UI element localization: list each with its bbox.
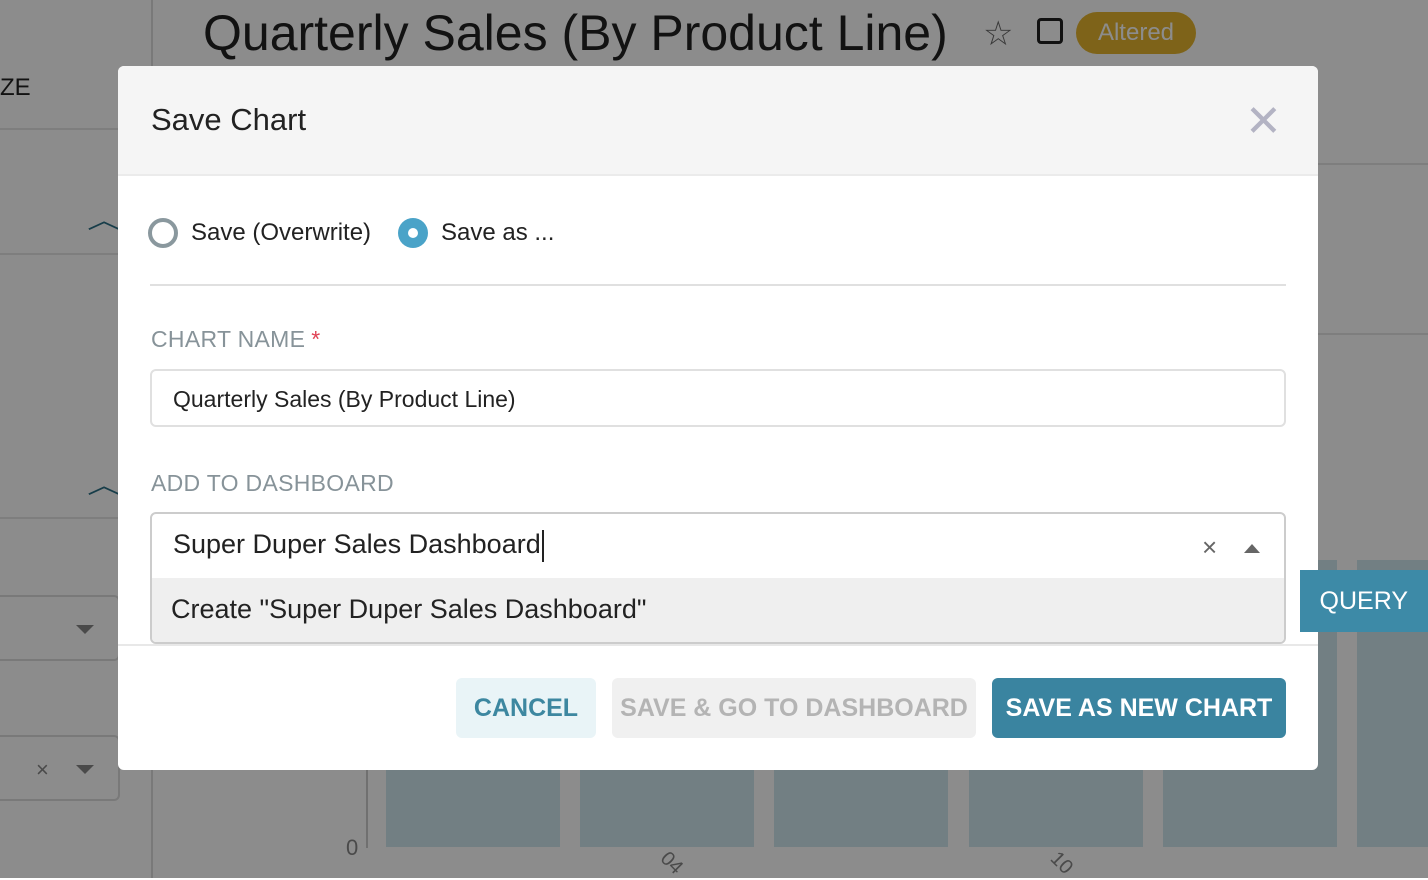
radio-save-as[interactable]: Save as ... — [398, 218, 554, 248]
divider — [150, 284, 1286, 286]
radio-label: Save (Overwrite) — [191, 219, 372, 246]
edit-icon[interactable] — [1037, 18, 1063, 44]
clear-icon[interactable]: × — [36, 757, 49, 782]
caret-down-icon — [76, 765, 94, 774]
modal-title: Save Chart — [151, 102, 307, 137]
create-dashboard-option[interactable]: Create "Super Duper Sales Dashboard" — [152, 578, 1284, 642]
dashboard-select-input[interactable]: Super Duper Sales Dashboard — [173, 529, 544, 562]
close-icon[interactable]: ✕ — [1245, 97, 1282, 146]
radio-label: Save as ... — [441, 219, 555, 246]
radio-checked-icon — [398, 218, 428, 248]
divider — [1318, 333, 1428, 335]
divider — [1318, 163, 1428, 165]
cancel-button[interactable]: CANCEL — [456, 678, 596, 738]
chart-title: Quarterly Sales (By Product Line) — [203, 5, 948, 61]
radio-unchecked-icon — [148, 218, 178, 248]
save-as-new-chart-button[interactable]: SAVE AS NEW CHART — [992, 678, 1286, 738]
save-go-to-dashboard-button[interactable]: SAVE & GO TO DASHBOARD — [612, 678, 976, 738]
radio-save-overwrite[interactable]: Save (Overwrite) — [148, 218, 371, 248]
caret-up-icon[interactable] — [1244, 544, 1260, 553]
save-chart-modal: Save Chart ✕ Save (Overwrite) Save as ..… — [118, 66, 1318, 770]
chevron-up-icon[interactable]: ︿ — [87, 472, 121, 499]
footer-divider — [118, 644, 1318, 646]
dashboard-select[interactable]: Super Duper Sales Dashboard × Create "Su… — [150, 512, 1286, 644]
y-axis — [366, 770, 368, 848]
label-text: CHART NAME — [151, 326, 306, 352]
chart-name-input[interactable]: Quarterly Sales (By Product Line) — [150, 369, 1286, 427]
chart-name-label: CHART NAME * — [151, 326, 321, 353]
run-query-button[interactable]: QUERY — [1300, 570, 1428, 632]
divider — [0, 128, 150, 130]
dashboard-input-text: Super Duper Sales Dashboard — [173, 529, 541, 559]
altered-badge[interactable]: Altered — [1076, 12, 1196, 54]
divider — [0, 253, 150, 255]
text-cursor — [541, 529, 544, 562]
y-axis-tick: 0 — [346, 835, 359, 860]
clear-icon[interactable]: × — [1202, 532, 1218, 562]
left-panel-heading: ZE — [0, 74, 31, 101]
required-mark: * — [311, 326, 321, 352]
add-to-dashboard-label: ADD TO DASHBOARD — [151, 470, 394, 496]
divider — [0, 517, 150, 519]
caret-down-icon — [76, 625, 94, 634]
chevron-up-icon[interactable]: ︿ — [87, 207, 121, 234]
modal-header: Save Chart ✕ — [118, 66, 1318, 176]
star-icon[interactable]: ☆ — [983, 15, 1014, 53]
